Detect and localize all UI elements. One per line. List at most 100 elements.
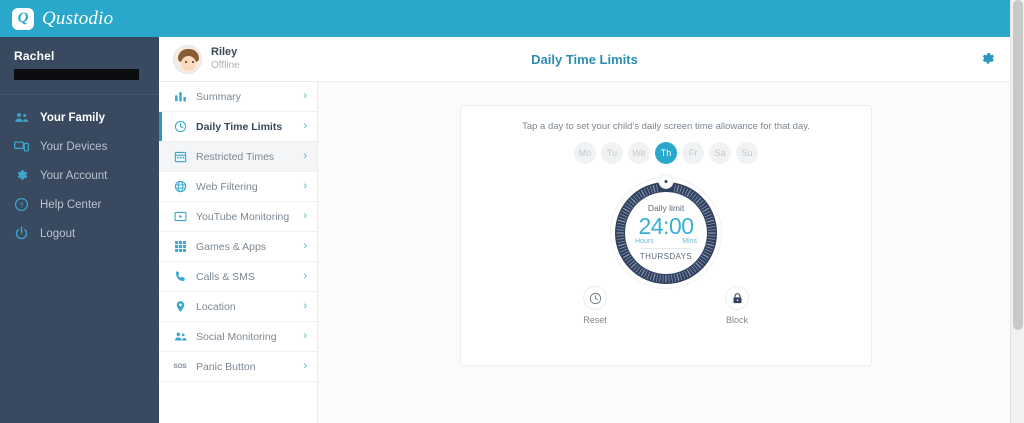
dial-handle-dot [664,180,668,183]
chevron-right-icon: › [303,330,307,342]
submenu-item-location[interactable]: Location › [159,292,317,322]
settings-gear-icon[interactable] [980,51,996,67]
people-icon [173,330,187,344]
video-icon [173,210,187,224]
clock-icon [173,120,187,134]
submenu-item-social-monitoring[interactable]: Social Monitoring › [159,322,317,352]
dial-divider [641,247,691,249]
submenu-item-label: Location [196,300,236,313]
chevron-right-icon: › [303,120,307,132]
family-icon [14,110,29,125]
dial-handle[interactable] [658,174,674,189]
globe-icon [173,180,187,194]
sidebar-item-label: Your Family [40,111,105,124]
chart-bars-icon [173,90,187,104]
submenu-item-label: Panic Button [196,360,256,373]
chevron-right-icon: › [303,270,307,282]
chevron-right-icon: › [303,300,307,312]
submenu-item-panic-button[interactable]: SOS Panic Button › [159,352,317,382]
sidebar-nav: Your Family Your Devices Your Account ? … [0,95,159,248]
submenu-item-label: Games & Apps [196,240,267,253]
sidebar-item-label: Logout [40,227,76,240]
sos-icon: SOS [173,363,187,370]
daily-limit-card: Tap a day to set your child's daily scre… [460,105,872,366]
avatar[interactable] [173,44,202,74]
qustodio-mark-icon: Q [12,7,34,30]
dial-mins-label: Mins [682,237,697,245]
grid-icon [173,240,187,254]
day-pill-we[interactable]: We [628,142,650,164]
submenu-item-label: Calls & SMS [196,270,255,283]
submenu-item-calls-sms[interactable]: Calls & SMS › [159,262,317,292]
submenu-item-label: Daily Time Limits [196,120,283,133]
account-block: Rachel [0,37,159,95]
child-meta: Riley Offline [211,46,240,72]
logo-mark-letter: Q [17,10,29,26]
page-scrollbar[interactable] [1010,0,1024,423]
sidebar-item-help-center[interactable]: ? Help Center [0,190,159,219]
submenu-item-label: YouTube Monitoring [196,210,290,223]
submenu-item-daily-time-limits[interactable]: Daily Time Limits › [159,112,317,142]
dial-hours-label: Hours [635,237,654,245]
help-icon: ? [14,197,29,212]
sidebar-item-label: Your Devices [40,140,108,153]
page-title: Daily Time Limits [531,51,638,67]
day-pill-su[interactable]: Su [736,142,758,164]
avatar-face [181,55,196,71]
day-pill-tu[interactable]: Tu [601,142,623,164]
instruction-text: Tap a day to set your child's daily scre… [522,121,810,132]
account-name: Rachel [14,49,55,63]
child-header: Riley Offline Daily Time Limits [159,37,1010,82]
calendar-icon [173,150,187,164]
submenu-item-label: Restricted Times [196,150,275,163]
sidebar-item-label: Help Center [40,198,102,211]
content-area: Tap a day to set your child's daily scre… [318,82,1010,423]
day-pill-fr[interactable]: Fr [682,142,704,164]
devices-icon [14,139,29,154]
day-pill-th[interactable]: Th [655,142,677,164]
dial-units: Hours Mins [635,238,697,245]
sidebar-item-logout[interactable]: Logout [0,219,159,248]
chevron-right-icon: › [303,150,307,162]
day-pill-mo[interactable]: Mo [574,142,596,164]
time-limit-dial[interactable]: Daily limit 24:00 Hours Mins THURSDAYS [610,174,722,289]
pin-icon [173,300,187,314]
chevron-right-icon: › [303,360,307,372]
power-icon [14,226,29,241]
sidebar-item-your-devices[interactable]: Your Devices [0,132,159,161]
block-button[interactable]: Block [725,286,749,325]
child-status: Offline [211,59,240,71]
submenu-item-web-filtering[interactable]: Web Filtering › [159,172,317,202]
dial-actions: Reset Block [461,286,871,325]
reset-label: Reset [583,315,607,325]
top-bar: Q Qustodio [0,0,1010,37]
dial-caption: Daily limit [647,203,685,214]
day-pill-sa[interactable]: Sa [709,142,731,164]
avatar-eye-left [185,60,187,63]
lock-icon [725,286,749,310]
brand-name: Qustodio [42,7,114,29]
clock-reset-icon [583,286,607,310]
dial-inner-face: Daily limit 24:00 Hours Mins THURSDAYS [625,192,707,274]
account-email-redacted [14,69,139,80]
scrollbar-thumb[interactable] [1013,0,1023,330]
sidebar-item-your-account[interactable]: Your Account [0,161,159,190]
dial-value: 24:00 [638,213,694,240]
sidebar-item-your-family[interactable]: Your Family [0,103,159,132]
brand-logo[interactable]: Q Qustodio [12,7,114,30]
submenu-item-restricted-times[interactable]: Restricted Times › [159,142,317,172]
reset-button[interactable]: Reset [583,286,607,325]
block-label: Block [725,315,748,325]
submenu-item-summary[interactable]: Summary › [159,82,317,112]
chevron-right-icon: › [303,210,307,222]
gear-icon [14,168,29,183]
submenu-item-label: Web Filtering [196,180,258,193]
submenu-item-youtube-monitoring[interactable]: YouTube Monitoring › [159,202,317,232]
svg-text:?: ? [19,200,23,209]
sidebar-item-label: Your Account [40,169,108,182]
left-sidebar: Rachel Your Family Your Devices Yo [0,37,159,423]
feature-submenu: Summary › Daily Time Limits › Restricted… [159,82,318,423]
submenu-item-games-apps[interactable]: Games & Apps › [159,232,317,262]
chevron-right-icon: › [303,240,307,252]
dial-tick-marks [616,184,716,283]
